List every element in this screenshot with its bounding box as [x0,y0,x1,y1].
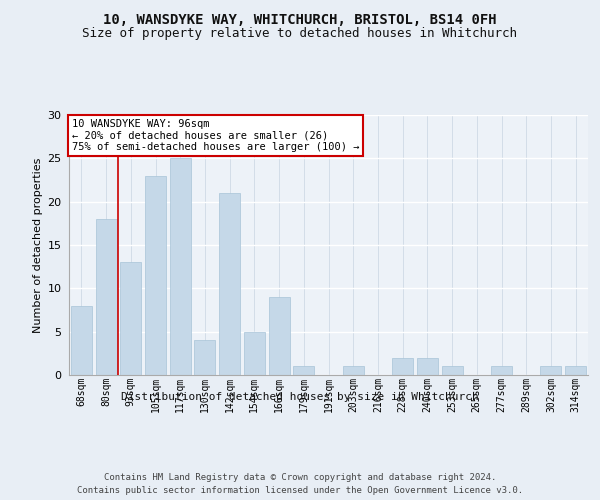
Bar [244,332,265,375]
Bar [417,358,438,375]
Text: Size of property relative to detached houses in Whitchurch: Size of property relative to detached ho… [83,28,517,40]
Bar [491,366,512,375]
Bar [565,366,586,375]
Bar [120,262,141,375]
Bar [194,340,215,375]
Bar [71,306,92,375]
Bar [145,176,166,375]
Bar [269,297,290,375]
Y-axis label: Number of detached properties: Number of detached properties [33,158,43,332]
Bar [95,219,116,375]
Bar [219,193,240,375]
Bar [170,158,191,375]
Bar [392,358,413,375]
Text: 10 WANSDYKE WAY: 96sqm
← 20% of detached houses are smaller (26)
75% of semi-det: 10 WANSDYKE WAY: 96sqm ← 20% of detached… [71,119,359,152]
Bar [343,366,364,375]
Text: Contains HM Land Registry data © Crown copyright and database right 2024.: Contains HM Land Registry data © Crown c… [104,472,496,482]
Bar [541,366,562,375]
Text: 10, WANSDYKE WAY, WHITCHURCH, BRISTOL, BS14 0FH: 10, WANSDYKE WAY, WHITCHURCH, BRISTOL, B… [103,12,497,26]
Text: Distribution of detached houses by size in Whitchurch: Distribution of detached houses by size … [121,392,479,402]
Bar [293,366,314,375]
Bar [442,366,463,375]
Text: Contains public sector information licensed under the Open Government Licence v3: Contains public sector information licen… [77,486,523,495]
